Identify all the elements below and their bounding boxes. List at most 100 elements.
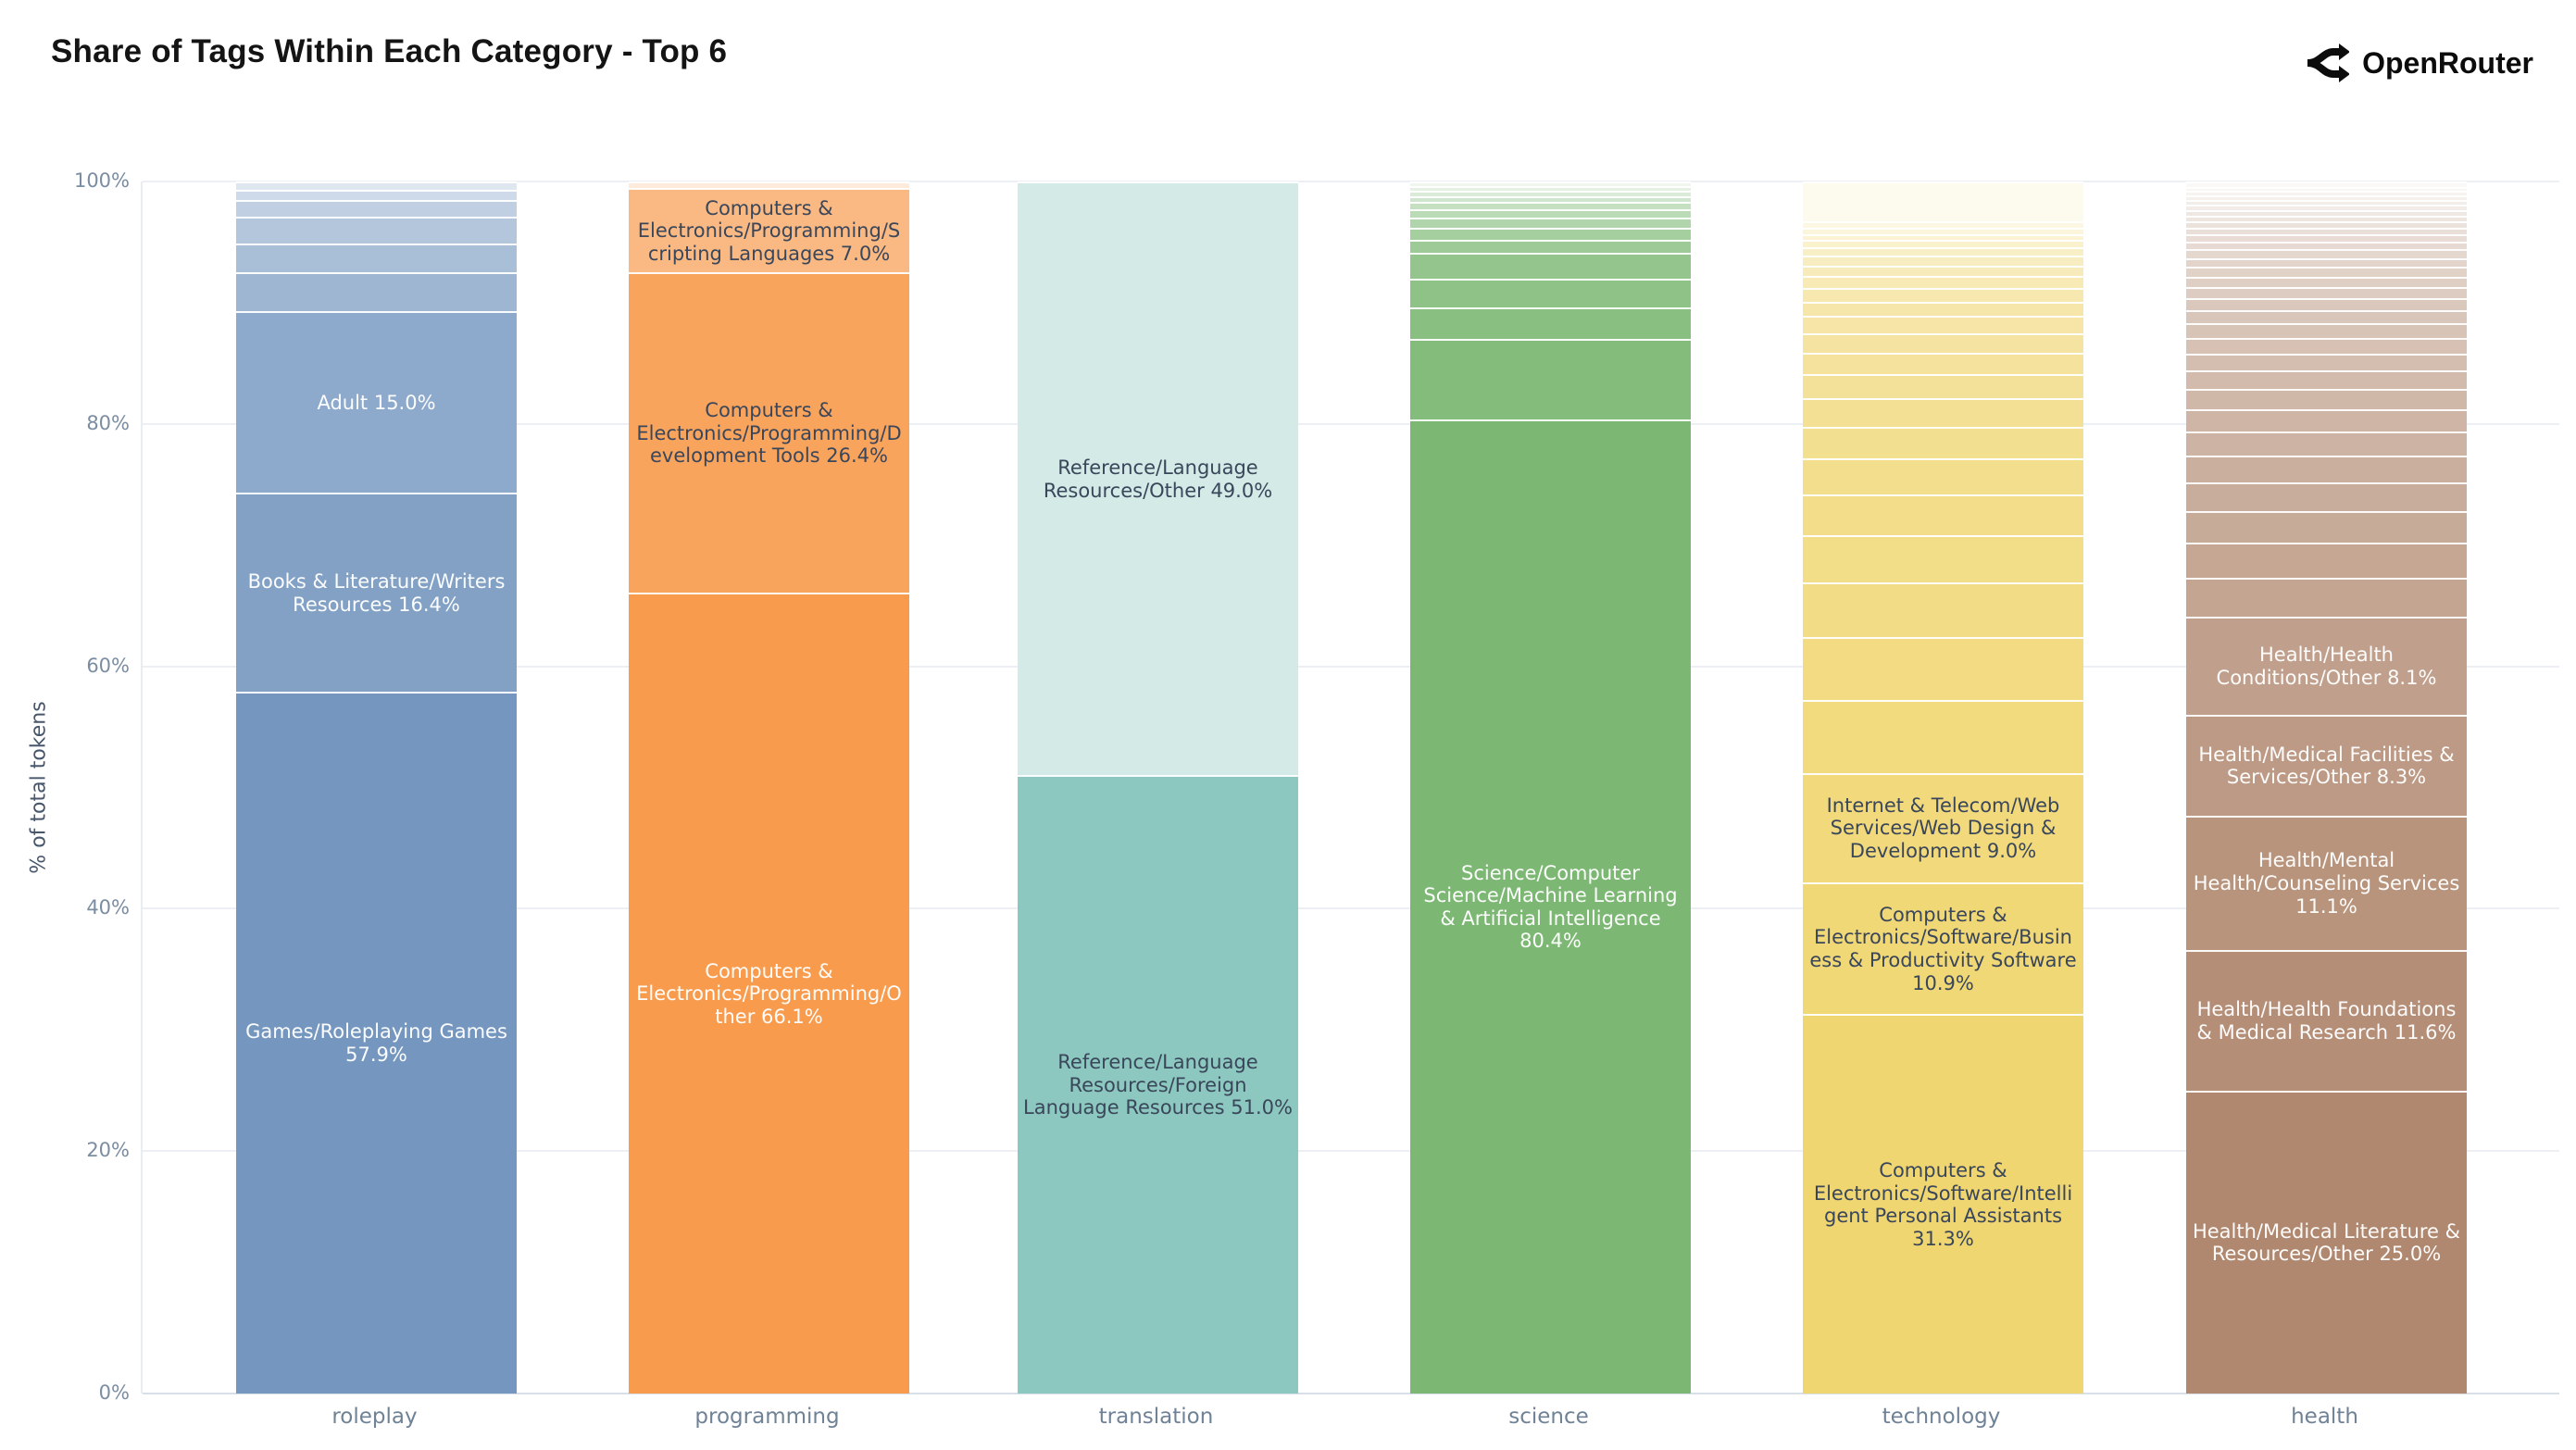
- segment-technology-5[interactable]: [1803, 582, 2083, 638]
- segment-health-23[interactable]: [2186, 249, 2467, 258]
- segment-health-20[interactable]: [2186, 276, 2467, 288]
- segment-roleplay-4[interactable]: [236, 243, 517, 273]
- segment-technology-8[interactable]: [1803, 457, 2083, 494]
- segment-science-0[interactable]: Science/Computer Science/Machine Learnin…: [1410, 419, 1691, 1394]
- segment-health-19[interactable]: [2186, 287, 2467, 298]
- segment-programming-0[interactable]: Computers & Electronics/Programming/Othe…: [629, 592, 909, 1394]
- y-tick-80: 80%: [86, 411, 130, 434]
- segment-technology-24[interactable]: [1803, 221, 2083, 228]
- segment-health-11[interactable]: [2186, 409, 2467, 431]
- segment-roleplay-1[interactable]: Books & Literature/Writers Resources 16.…: [236, 493, 517, 693]
- segment-health-28[interactable]: [2186, 215, 2467, 222]
- segment-science-2[interactable]: [1410, 307, 1691, 340]
- segment-science-7[interactable]: [1410, 218, 1691, 228]
- segment-programming-2[interactable]: Computers & Electronics/Programming/Scri…: [629, 187, 909, 273]
- segment-technology-0[interactable]: Computers & Electronics/Software/Intelli…: [1803, 1014, 2083, 1394]
- segment-health-16[interactable]: [2186, 323, 2467, 338]
- gridline-60: [143, 665, 2559, 668]
- segment-technology-23[interactable]: [1803, 227, 2083, 234]
- segment-roleplay-7[interactable]: [236, 190, 517, 200]
- segment-health-35[interactable]: [2186, 181, 2467, 187]
- segment-science-11[interactable]: [1410, 190, 1691, 196]
- segment-technology-18[interactable]: [1803, 265, 2083, 277]
- segment-health-30[interactable]: [2186, 205, 2467, 210]
- segment-health-8[interactable]: [2186, 481, 2467, 512]
- segment-technology-17[interactable]: [1803, 276, 2083, 289]
- segment-technology-2[interactable]: Internet & Telecom/Web Services/Web Desi…: [1803, 772, 2083, 882]
- segment-technology-6[interactable]: [1803, 535, 2083, 583]
- segment-health-1[interactable]: Health/Health Foundations & Medical Rese…: [2186, 949, 2467, 1091]
- segment-health-27[interactable]: [2186, 221, 2467, 228]
- segment-technology-10[interactable]: [1803, 398, 2083, 427]
- segment-translation-0[interactable]: Reference/Language Resources/Foreign Lan…: [1018, 775, 1298, 1394]
- segment-health-3[interactable]: Health/Medical Facilities & Services/Oth…: [2186, 714, 2467, 816]
- segment-technology-22[interactable]: [1803, 233, 2083, 241]
- segment-programming-1[interactable]: Computers & Electronics/Programming/Deve…: [629, 272, 909, 593]
- segment-technology-15[interactable]: [1803, 301, 2083, 317]
- segment-label: Internet & Telecom/Web Services/Web Desi…: [1826, 794, 2060, 862]
- segment-science-3[interactable]: [1410, 278, 1691, 308]
- segment-science-4[interactable]: [1410, 253, 1691, 279]
- segment-technology-25[interactable]: [1803, 181, 2083, 222]
- segment-health-34[interactable]: [2186, 186, 2467, 192]
- segment-health-9[interactable]: [2186, 455, 2467, 482]
- segment-health-12[interactable]: [2186, 388, 2467, 410]
- bar-science: Science/Computer Science/Machine Learnin…: [1410, 181, 1691, 1394]
- segment-health-4[interactable]: Health/Health Conditions/Other 8.1%: [2186, 616, 2467, 715]
- segment-technology-14[interactable]: [1803, 316, 2083, 333]
- segment-health-25[interactable]: [2186, 234, 2467, 242]
- segment-health-7[interactable]: [2186, 511, 2467, 544]
- x-tick-health: health: [2291, 1405, 2358, 1429]
- segment-health-29[interactable]: [2186, 210, 2467, 216]
- segment-health-0[interactable]: Health/Medical Literature & Resources/Ot…: [2186, 1090, 2467, 1394]
- segment-science-9[interactable]: [1410, 202, 1691, 210]
- segment-roleplay-5[interactable]: [236, 217, 517, 244]
- segment-programming-3[interactable]: [629, 181, 909, 188]
- segment-health-14[interactable]: [2186, 353, 2467, 371]
- segment-technology-1[interactable]: Computers & Electronics/Software/Busines…: [1803, 881, 2083, 1015]
- segment-health-26[interactable]: [2186, 227, 2467, 235]
- segment-technology-20[interactable]: [1803, 246, 2083, 256]
- segment-health-18[interactable]: [2186, 297, 2467, 310]
- segment-science-1[interactable]: [1410, 339, 1691, 419]
- segment-health-15[interactable]: [2186, 337, 2467, 354]
- segment-roleplay-0[interactable]: Games/Roleplaying Games 57.9%: [236, 692, 517, 1394]
- segment-health-33[interactable]: [2186, 191, 2467, 195]
- segment-science-12[interactable]: [1410, 185, 1691, 191]
- segment-health-31[interactable]: [2186, 199, 2467, 206]
- segment-science-5[interactable]: [1410, 239, 1691, 254]
- segment-health-10[interactable]: [2186, 431, 2467, 456]
- segment-translation-1[interactable]: Reference/Language Resources/Other 49.0%: [1018, 181, 1298, 776]
- segment-science-13[interactable]: [1410, 181, 1691, 186]
- segment-technology-4[interactable]: [1803, 637, 2083, 701]
- segment-science-6[interactable]: [1410, 227, 1691, 240]
- segment-roleplay-6[interactable]: [236, 199, 517, 217]
- segment-health-24[interactable]: [2186, 241, 2467, 250]
- segment-technology-11[interactable]: [1803, 374, 2083, 399]
- segment-technology-7[interactable]: [1803, 494, 2083, 536]
- segment-label: Health/Medical Facilities & Services/Oth…: [2198, 743, 2455, 789]
- segment-health-22[interactable]: [2186, 257, 2467, 268]
- segment-roleplay-3[interactable]: [236, 272, 517, 312]
- segment-science-10[interactable]: [1410, 195, 1691, 203]
- segment-technology-3[interactable]: [1803, 700, 2083, 773]
- segment-health-21[interactable]: [2186, 267, 2467, 277]
- segment-health-5[interactable]: [2186, 578, 2467, 617]
- segment-technology-9[interactable]: [1803, 426, 2083, 458]
- segment-health-32[interactable]: [2186, 194, 2467, 200]
- segment-label: Computers & Electronics/Software/Intelli…: [1813, 1159, 2073, 1250]
- segment-health-17[interactable]: [2186, 309, 2467, 324]
- segment-technology-13[interactable]: [1803, 332, 2083, 353]
- segment-roleplay-2[interactable]: Adult 15.0%: [236, 311, 517, 494]
- segment-health-6[interactable]: [2186, 543, 2467, 579]
- segment-health-13[interactable]: [2186, 370, 2467, 389]
- segment-technology-12[interactable]: [1803, 352, 2083, 375]
- segment-technology-19[interactable]: [1803, 256, 2083, 266]
- segment-science-8[interactable]: [1410, 209, 1691, 219]
- segment-technology-21[interactable]: [1803, 240, 2083, 247]
- segment-roleplay-8[interactable]: [236, 181, 517, 191]
- gridline-20: [143, 1150, 2559, 1153]
- segment-technology-16[interactable]: [1803, 288, 2083, 302]
- x-tick-technology: technology: [1882, 1405, 2001, 1429]
- segment-health-2[interactable]: Health/Mental Health/Counseling Services…: [2186, 815, 2467, 950]
